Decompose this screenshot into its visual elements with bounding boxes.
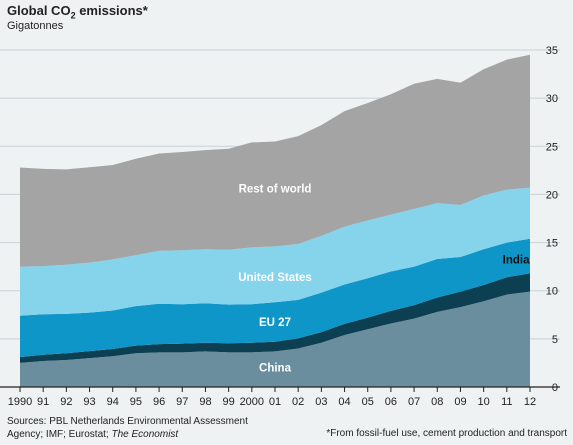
x-tick-10: 10 bbox=[478, 396, 490, 408]
x-tick-01: 01 bbox=[269, 396, 281, 408]
source-note: Sources: PBL Netherlands Environmental A… bbox=[7, 416, 248, 440]
x-tick-02: 02 bbox=[292, 396, 304, 408]
x-axis: 1990 91 92 93 94 95 96 97 98 99 2000 01 02 03 04 05 06 07… bbox=[8, 387, 536, 408]
x-tick-12: 12 bbox=[524, 396, 536, 408]
x-tick-96: 96 bbox=[153, 396, 165, 408]
chart-title: Global CO2 emissions* bbox=[7, 3, 148, 21]
x-tick-93: 93 bbox=[83, 396, 95, 408]
x-tick-97: 97 bbox=[176, 396, 188, 408]
x-tick-95: 95 bbox=[130, 396, 142, 408]
x-tick-1990: 1990 bbox=[8, 396, 32, 408]
area-labels: China India EU 27 United States Rest of worl… bbox=[238, 184, 530, 375]
label-eu-27: EU 27 bbox=[259, 317, 291, 329]
y-tick-10: 10 bbox=[546, 286, 558, 298]
area-united-states bbox=[20, 187, 530, 316]
stacked-areas bbox=[20, 54, 530, 387]
x-tick-2000: 2000 bbox=[240, 396, 264, 408]
y-tick-20: 20 bbox=[546, 189, 558, 201]
area-china bbox=[20, 291, 530, 387]
x-tick-99: 99 bbox=[223, 396, 235, 408]
area-eu-27 bbox=[20, 238, 530, 358]
x-tick-03: 03 bbox=[315, 396, 327, 408]
area-india bbox=[20, 273, 530, 363]
area-rest-of-world bbox=[20, 54, 530, 267]
label-united-states: United States bbox=[238, 272, 312, 284]
y-tick-25: 25 bbox=[546, 141, 558, 153]
y-tick-30: 30 bbox=[546, 93, 558, 105]
x-tick-06: 06 bbox=[385, 396, 397, 408]
y-axis: 0 5 10 15 20 25 30 35 bbox=[546, 45, 558, 394]
chart-subtitle: Gigatonnes bbox=[7, 20, 64, 32]
footnote: *From fossil-fuel use, cement production… bbox=[326, 428, 567, 439]
x-tick-92: 92 bbox=[60, 396, 72, 408]
x-tick-07: 07 bbox=[408, 396, 420, 408]
label-india: India bbox=[503, 255, 530, 267]
x-tick-05: 05 bbox=[362, 396, 374, 408]
y-tick-35: 35 bbox=[546, 45, 558, 57]
y-tick-15: 15 bbox=[546, 238, 558, 250]
x-tick-09: 09 bbox=[454, 396, 466, 408]
y-tick-5: 5 bbox=[552, 334, 558, 346]
x-tick-98: 98 bbox=[199, 396, 211, 408]
label-china: China bbox=[259, 362, 292, 374]
label-rest-of-world: Rest of world bbox=[239, 184, 312, 196]
x-tick-91: 91 bbox=[37, 396, 49, 408]
y-tick-0: 0 bbox=[552, 382, 558, 394]
x-tick-11: 11 bbox=[501, 396, 512, 408]
x-tick-94: 94 bbox=[107, 396, 119, 408]
x-tick-08: 08 bbox=[431, 396, 443, 408]
x-tick-04: 04 bbox=[338, 396, 350, 408]
